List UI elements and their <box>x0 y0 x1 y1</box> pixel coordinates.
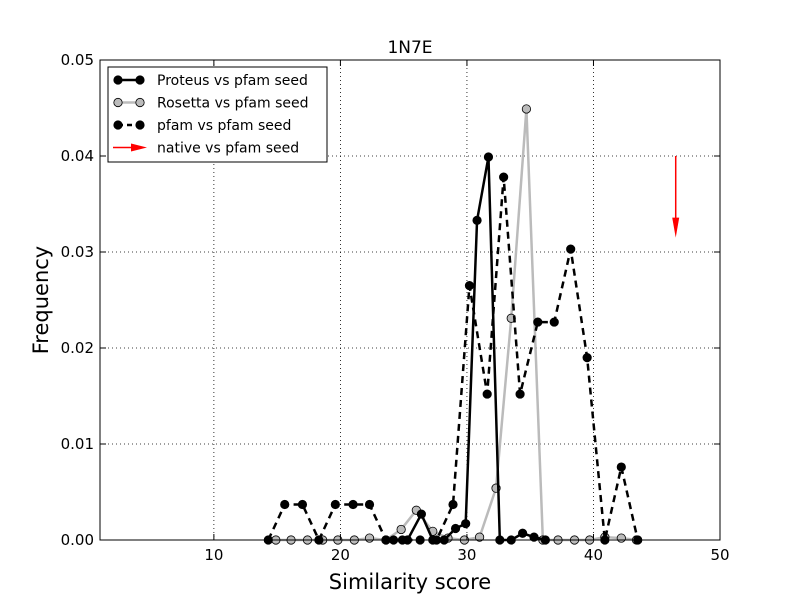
x-axis-label: Similarity score <box>329 570 491 594</box>
y-tick-label: 0.01 <box>61 435 94 453</box>
data-point <box>461 519 471 529</box>
data-point <box>616 533 626 543</box>
data-point <box>566 244 576 254</box>
legend-entry: Rosetta vs pfam seed <box>113 96 309 112</box>
native-arrow <box>672 156 680 238</box>
data-point <box>582 352 592 363</box>
x-tick-label: 40 <box>584 546 603 564</box>
data-point <box>549 317 559 327</box>
data-point <box>348 499 358 510</box>
legend-marker <box>113 75 123 85</box>
legend-label: pfam vs pfam seed <box>157 118 291 134</box>
legend-label: Proteus vs pfam seed <box>157 73 308 89</box>
data-point <box>483 152 494 162</box>
data-point <box>464 280 475 291</box>
data-point <box>521 104 532 114</box>
arrow-head <box>672 217 680 238</box>
legend-marker <box>113 120 123 130</box>
x-tick-label: 20 <box>331 546 350 564</box>
data-point <box>515 389 525 399</box>
data-point <box>450 523 461 534</box>
data-point <box>280 499 290 510</box>
data-point <box>533 317 543 327</box>
y-tick-label: 0.03 <box>61 243 94 261</box>
x-tick-label: 30 <box>457 546 476 564</box>
data-point <box>499 172 509 182</box>
legend-marker <box>135 75 145 85</box>
data-point <box>482 389 492 399</box>
y-tick-label: 0.04 <box>61 147 94 165</box>
legend-entry: pfam vs pfam seed <box>113 118 291 134</box>
y-axis-label: Frequency <box>29 246 53 355</box>
legend-marker <box>135 97 145 108</box>
data-point <box>330 499 340 510</box>
data-point <box>474 532 485 542</box>
x-tick-label: 50 <box>710 546 729 564</box>
legend-arrow-head <box>131 143 147 152</box>
legend-entry: Proteus vs pfam seed <box>113 73 308 89</box>
legend-marker <box>135 120 145 130</box>
data-point <box>364 499 375 510</box>
data-point <box>416 509 426 519</box>
data-point <box>396 524 406 535</box>
x-tick-label: 10 <box>204 546 223 564</box>
data-point <box>297 499 308 510</box>
legend-marker <box>113 97 123 108</box>
data-point <box>529 532 539 542</box>
y-tick-label: 0.05 <box>61 51 94 69</box>
y-tick-label: 0.02 <box>61 339 94 357</box>
series-line <box>267 175 639 542</box>
chart-title: 1N7E <box>387 38 432 58</box>
legend-label: native vs pfam seed <box>157 141 299 157</box>
data-point <box>364 533 375 543</box>
legend-entry: native vs pfam seed <box>113 141 299 157</box>
data-point <box>518 528 528 538</box>
ticks: 10 20 30 40 50 0.00 0.01 0.02 0.03 0.04 0.05 <box>61 51 730 564</box>
plot-frame <box>99 59 721 541</box>
y-tick-label: 0.00 <box>61 531 94 549</box>
data-point <box>448 499 458 510</box>
legend: Proteus vs pfam seed Rosetta vs pfam seed… <box>107 66 328 163</box>
data-point <box>472 215 482 225</box>
data-point <box>616 462 626 472</box>
legend-box <box>107 66 328 163</box>
legend-label: Rosetta vs pfam seed <box>157 96 309 112</box>
